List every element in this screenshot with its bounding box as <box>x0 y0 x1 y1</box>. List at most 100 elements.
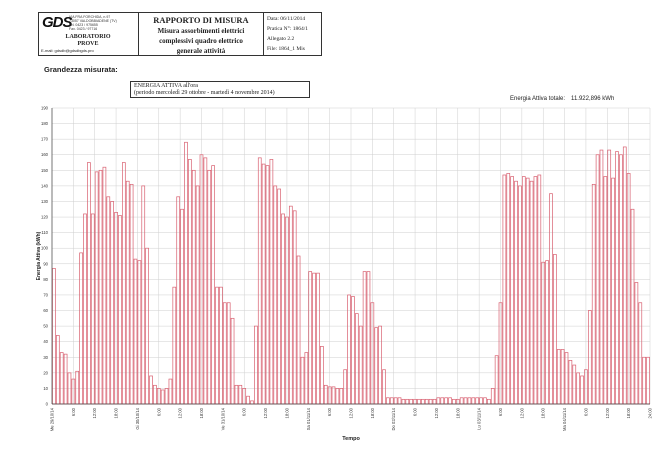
bar <box>52 268 56 405</box>
bar <box>572 364 577 405</box>
bar <box>281 213 285 405</box>
bar <box>160 389 165 405</box>
bar <box>611 177 615 405</box>
bar <box>494 355 499 405</box>
bar <box>355 313 359 405</box>
y-tick-label: 130 <box>41 199 49 204</box>
bar <box>180 208 184 405</box>
bar <box>549 193 553 405</box>
logo-email: E-mail: gdsdb@gdsdbgds.pro <box>41 48 94 53</box>
logo-address-line: Tel. 0423 / 975655 <box>69 23 98 27</box>
bar <box>502 174 507 405</box>
y-tick-label: 110 <box>41 230 48 235</box>
bar <box>246 395 250 405</box>
bar <box>599 149 604 405</box>
x-tick-label: Gi 30/10/14 <box>135 407 140 429</box>
bar <box>133 258 138 405</box>
bar <box>219 286 223 405</box>
x-tick-label: 12:00 <box>434 407 439 418</box>
bar <box>79 252 83 405</box>
y-tick-label: 50 <box>43 324 48 329</box>
y-tick-label: 20 <box>43 370 48 375</box>
bar <box>149 375 153 405</box>
y-tick-label: 30 <box>43 355 48 360</box>
bar <box>428 398 433 405</box>
report-file: File: 1864_1 Mis <box>267 46 305 52</box>
bar <box>300 356 305 405</box>
bar <box>312 272 316 405</box>
bar <box>386 397 390 405</box>
x-tick-label: 6:00 <box>242 407 247 416</box>
x-tick-label: 12:00 <box>92 407 97 418</box>
bar <box>207 169 212 405</box>
bar <box>238 384 243 405</box>
x-tick-label: 6:00 <box>71 407 76 416</box>
energy-box-line1: ENERGIA ATTIVA all'ora <box>134 83 198 89</box>
x-tick-label: 6:00 <box>498 407 503 416</box>
bar <box>277 188 281 405</box>
x-tick-label: 18:00 <box>455 407 460 418</box>
x-axis-label: Tempo <box>342 436 360 442</box>
bar <box>87 162 91 405</box>
bar <box>184 141 188 405</box>
x-tick-label: 18:00 <box>284 407 289 418</box>
y-tick-label: 40 <box>43 339 48 344</box>
bar <box>382 369 386 405</box>
total-energy: Energia Attiva totale: 11.922,896 kWh <box>510 96 614 102</box>
bar <box>479 397 483 405</box>
logo-address-line: VIA FRA FORCHIDA, n.97 <box>69 15 111 19</box>
bar <box>646 356 650 405</box>
report-subtitle-1: Misura assorbimenti elettrici <box>157 27 245 35</box>
bar <box>366 271 371 405</box>
bar <box>118 215 122 405</box>
bar <box>615 151 619 405</box>
bar <box>316 272 320 405</box>
logo-address-line: 73057 VALDOBBIADENE (TV) <box>69 19 117 23</box>
bar <box>75 370 80 405</box>
bar <box>358 325 363 405</box>
report-title-block: RAPPORTO DI MISURA Misura assorbimenti e… <box>139 13 264 55</box>
y-tick-label: 120 <box>41 215 49 220</box>
x-tick-label: 18:00 <box>370 407 375 418</box>
bar <box>269 159 274 405</box>
bar <box>94 171 99 405</box>
y-tick-label: 80 <box>43 277 48 282</box>
bar <box>580 375 584 405</box>
total-energy-value: 11.922,896 kWh <box>571 96 615 102</box>
bar <box>168 378 173 405</box>
y-tick-label: 100 <box>41 246 49 251</box>
bar <box>405 398 410 405</box>
logo-text: GDS <box>42 14 72 31</box>
bar <box>638 302 643 405</box>
logo-address: VIA FRA FORCHIDA, n.97 73057 VALDOBBIADE… <box>69 15 117 31</box>
bar <box>432 398 437 405</box>
x-tick-label: 6:00 <box>413 407 418 416</box>
report-allegato: Allegato 2.2 <box>267 36 295 42</box>
bar <box>521 176 526 405</box>
x-tick-label: Ma 04/11/14 <box>562 407 567 431</box>
report-pratica: Pratica N°: 1864/1 <box>267 26 308 32</box>
logo-address-line: Fax. 0423 / 97716 <box>69 27 98 31</box>
energy-box-line2: (periodo mercoledì 29 ottobre - martedì … <box>134 90 275 96</box>
x-tick-label: 12:00 <box>178 407 183 418</box>
y-axis-label: Energia Attiva (kWh) <box>36 231 42 280</box>
bar <box>389 397 394 405</box>
bar <box>463 397 468 405</box>
bar <box>417 398 421 405</box>
bar <box>63 353 68 405</box>
bar <box>188 159 192 405</box>
bar <box>603 176 608 405</box>
bar <box>514 180 518 405</box>
bar <box>292 210 297 405</box>
y-tick-label: 90 <box>43 261 48 266</box>
x-tick-label: 12:00 <box>605 407 610 418</box>
report-date: Data: 06/11/2014 <box>267 16 306 22</box>
bar <box>506 173 511 405</box>
x-tick-label: 18:00 <box>199 407 204 418</box>
bar <box>459 397 464 405</box>
bar <box>564 352 569 405</box>
bar <box>323 384 328 405</box>
x-tick-label: Sa 01/11/14 <box>306 407 311 430</box>
y-tick-label: 170 <box>41 137 49 142</box>
bar <box>475 397 480 405</box>
